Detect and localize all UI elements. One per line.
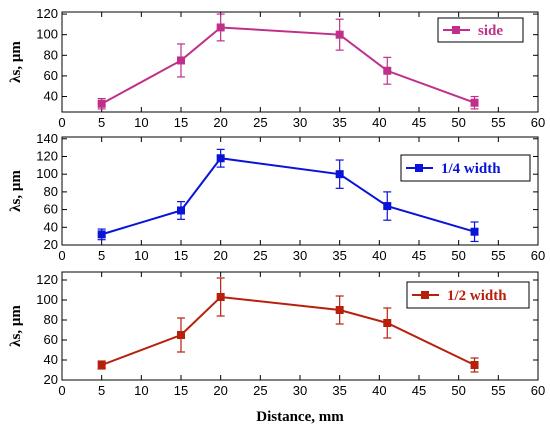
chart-panel-1: 0 5 10 15 20 25 30 35 40 45 50 55 60 40 60 80 100 120 λs, … <box>8 6 545 130</box>
y-tick-label: 60 <box>44 332 58 347</box>
y-tick-label: 120 <box>36 272 58 287</box>
y-tick-label: 80 <box>44 184 58 199</box>
x-tick-label: 35 <box>332 115 346 130</box>
legend-swatch-marker <box>421 291 429 299</box>
x-tick-label: 0 <box>58 248 65 263</box>
x-tick-label: 60 <box>531 115 545 130</box>
y-tick-label: 120 <box>36 148 58 163</box>
data-point <box>97 361 106 369</box>
y-tick-label: 60 <box>44 68 58 83</box>
data-point <box>335 170 344 179</box>
x-tick-label: 30 <box>293 383 307 398</box>
x-tick-label: 40 <box>372 115 386 130</box>
data-point <box>177 206 185 215</box>
data-point <box>470 98 479 107</box>
y-tick-label: 20 <box>44 372 58 387</box>
y-tick-label: 40 <box>44 219 58 234</box>
chart-panel-2: 0 5 10 15 20 25 30 35 40 45 50 55 60 20 40 60 80 100 120 14… <box>8 131 545 263</box>
x-tick-label: 10 <box>134 248 148 263</box>
x-tick-label: 0 <box>58 115 65 130</box>
x-tick-label: 30 <box>293 248 307 263</box>
y-tick-label: 100 <box>36 166 58 181</box>
y-tick-label: 20 <box>44 237 58 252</box>
x-tick-label: 10 <box>134 115 148 130</box>
x-tick-label: 50 <box>451 248 465 263</box>
data-point <box>97 230 106 239</box>
series-line <box>101 26 475 105</box>
y-axis-label: λs, μm <box>8 41 24 83</box>
x-tick-label: 0 <box>58 383 65 398</box>
x-tick-label: 50 <box>451 383 465 398</box>
x-tick-label: 5 <box>98 383 105 398</box>
data-point <box>470 361 479 369</box>
y-axis-label: λs, μm <box>8 170 24 212</box>
data-point <box>335 306 344 314</box>
data-point <box>177 331 185 339</box>
y-tick-label: 60 <box>44 202 58 217</box>
legend-label: 1/2 width <box>447 288 507 304</box>
legend-box <box>437 17 524 43</box>
y-tick-label: 80 <box>44 47 58 62</box>
series-line <box>101 295 475 366</box>
x-tick-label: 40 <box>372 383 386 398</box>
series-line <box>101 157 475 236</box>
x-tick-label: 25 <box>253 115 267 130</box>
x-tick-label: 20 <box>213 383 227 398</box>
x-tick-label: 20 <box>213 115 227 130</box>
x-tick-label: 30 <box>293 115 307 130</box>
y-tick-label: 140 <box>36 131 58 146</box>
legend-label: side <box>478 23 503 39</box>
y-axis-label: λs, μm <box>8 305 24 347</box>
x-tick-label: 50 <box>451 115 465 130</box>
x-tick-label: 45 <box>412 115 426 130</box>
y-tick-label: 80 <box>44 312 58 327</box>
y-tick-label: 100 <box>36 27 58 42</box>
data-point <box>383 202 392 211</box>
data-point <box>383 319 392 327</box>
data-point <box>216 154 225 163</box>
y-tick-label: 40 <box>44 89 58 104</box>
legend-label: 1/4 width <box>441 161 501 177</box>
x-tick-label: 45 <box>412 248 426 263</box>
data-point <box>97 99 106 108</box>
x-tick-label: 20 <box>213 248 227 263</box>
x-tick-label: 15 <box>174 383 188 398</box>
x-tick-label: 15 <box>174 248 188 263</box>
x-tick-label: 35 <box>332 383 346 398</box>
data-point <box>335 30 344 39</box>
x-tick-label: 5 <box>98 115 105 130</box>
x-tick-label: 5 <box>98 248 105 263</box>
legend-swatch-marker <box>415 164 423 172</box>
x-tick-label: 10 <box>134 383 148 398</box>
data-point <box>216 293 225 301</box>
data-point <box>216 23 225 32</box>
y-tick-label: 120 <box>36 6 58 21</box>
x-tick-label: 60 <box>531 248 545 263</box>
x-tick-label: 25 <box>253 383 267 398</box>
x-tick-label: 35 <box>332 248 346 263</box>
chart-panel-3: 0 5 10 15 20 25 30 35 40 45 50 55 60 20 40 60 80 100 120 λs… <box>8 271 545 425</box>
y-tick-label: 40 <box>44 352 58 367</box>
x-tick-label: 40 <box>372 248 386 263</box>
data-point <box>470 227 479 236</box>
y-tick-label: 100 <box>36 292 58 307</box>
x-tick-label: 55 <box>491 383 505 398</box>
data-point <box>177 56 185 65</box>
x-tick-label: 55 <box>491 248 505 263</box>
x-tick-label: 45 <box>412 383 426 398</box>
data-point <box>383 66 392 75</box>
x-axis-label: Distance, mm <box>256 409 344 425</box>
legend-swatch-marker <box>452 26 460 34</box>
x-tick-label: 55 <box>491 115 505 130</box>
x-tick-label: 60 <box>531 383 545 398</box>
x-tick-label: 25 <box>253 248 267 263</box>
x-tick-label: 15 <box>174 115 188 130</box>
